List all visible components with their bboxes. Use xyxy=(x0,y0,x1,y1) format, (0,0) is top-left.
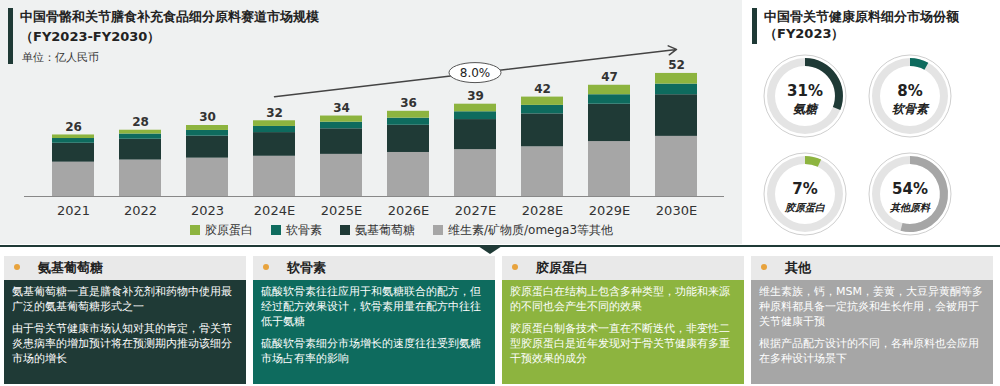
html-text:胶原蛋白在结构上包含多种类型，功能和来源的不同也会产生不同的: 胶原蛋白在结构上包含多种类型，功能和来源的不同也会产生不同的效果 xyxy=(510,285,730,313)
svg-text:2025E: 2025E xyxy=(321,203,362,218)
html-text:软骨素: 软骨素 xyxy=(286,223,322,237)
html-text:中国骨关节健康原料细分市场份额（FY2023）: 中国骨关节健康原料细分市场份额（FY2023） xyxy=(764,9,959,41)
html-text:其他: 其他 xyxy=(785,260,811,275)
html-text:胶原蛋白: 胶原蛋白 xyxy=(536,260,588,275)
html-text:维生素族，钙，MSM，姜黄，大豆异黄酮等多种原料都具备一定抗: 维生素族，钙，MSM，姜黄，大豆异黄酮等多种原料都具备一定抗炎和生长作用，会被用… xyxy=(759,285,983,328)
svg-text:胶原蛋白: 胶原蛋白 xyxy=(784,202,825,213)
html-text:由于骨关节健康市场认知对其的肯定，骨关节炎患病率的增加预计将: 由于骨关节健康市场认知对其的肯定，骨关节炎患病率的增加预计将在预测期内推动该细分… xyxy=(12,322,232,365)
svg-text:47: 47 xyxy=(601,70,618,84)
svg-text:软骨素: 软骨素 xyxy=(892,102,930,116)
html-text:硫酸软骨素细分市场增长的速度往往受到氨糖市场占有率的影响: 硫酸软骨素细分市场增长的速度往往受到氨糖市场占有率的影响 xyxy=(261,337,481,365)
svg-text:34: 34 xyxy=(333,101,350,115)
svg-text:2029E: 2029E xyxy=(589,203,630,218)
html-text:维生素/矿物质/omega3等其他: 维生素/矿物质/omega3等其他 xyxy=(448,223,614,237)
svg-text:7%: 7% xyxy=(792,180,817,198)
svg-text:2026E: 2026E xyxy=(388,203,429,218)
svg-text:2023: 2023 xyxy=(191,203,224,218)
svg-text:42: 42 xyxy=(534,82,551,96)
svg-text:2021: 2021 xyxy=(57,203,90,218)
svg-text:8.0%: 8.0% xyxy=(460,66,491,80)
svg-text:2027E: 2027E xyxy=(455,203,496,218)
html-text:氨基葡萄糖: 氨基葡萄糖 xyxy=(355,223,415,237)
svg-text:2022: 2022 xyxy=(124,203,157,218)
svg-text:2024E: 2024E xyxy=(254,203,295,218)
html-text:软骨素: 软骨素 xyxy=(287,260,326,275)
html-text:（FY2023-FY2030）: （FY2023-FY2030） xyxy=(20,29,161,44)
svg-text:2028E: 2028E xyxy=(522,203,563,218)
svg-text:52: 52 xyxy=(668,58,685,72)
svg-text:30: 30 xyxy=(199,110,216,124)
svg-text:31%: 31% xyxy=(787,82,823,100)
svg-text:28: 28 xyxy=(132,115,149,129)
svg-text:氨糖: 氨糖 xyxy=(793,102,819,116)
svg-text:39: 39 xyxy=(467,89,484,103)
svg-text:其他原料: 其他原料 xyxy=(889,202,931,213)
html-text:氨基葡萄糖: 氨基葡萄糖 xyxy=(38,260,103,275)
svg-text:36: 36 xyxy=(400,96,417,110)
html-text:氨基葡萄糖一直是膳食补充剂和药物中使用最广泛的氨基葡萄糖形式: 氨基葡萄糖一直是膳食补充剂和药物中使用最广泛的氨基葡萄糖形式之一 xyxy=(12,285,232,313)
html-text:胶原蛋白制备技术一直在不断迭代，非变性二型胶原蛋白是近年发现: 胶原蛋白制备技术一直在不断迭代，非变性二型胶原蛋白是近年发现对于骨关节健康有多重… xyxy=(510,322,730,365)
html-text:中国骨骼和关节膳食补充食品细分原料赛道市场规模: 中国骨骼和关节膳食补充食品细分原料赛道市场规模 xyxy=(20,9,319,24)
html-text:硫酸软骨素往往应用于和氨糖联合的配方，但经过配方效果设计，软: 硫酸软骨素往往应用于和氨糖联合的配方，但经过配方效果设计，软骨素用量在配方中往往… xyxy=(261,285,481,328)
html-text:根据产品配方设计的不同，各种原料也会应用在多种设计场景下: 根据产品配方设计的不同，各种原料也会应用在多种设计场景下 xyxy=(759,337,979,365)
svg-text:54%: 54% xyxy=(892,180,928,198)
svg-text:2030E: 2030E xyxy=(656,203,697,218)
html-text:单位：亿人民币: 单位：亿人民币 xyxy=(22,51,99,64)
svg-text:26: 26 xyxy=(65,120,82,134)
html-text:胶原蛋白: 胶原蛋白 xyxy=(205,223,253,237)
svg-text:8%: 8% xyxy=(897,82,922,100)
svg-text:32: 32 xyxy=(266,106,283,120)
